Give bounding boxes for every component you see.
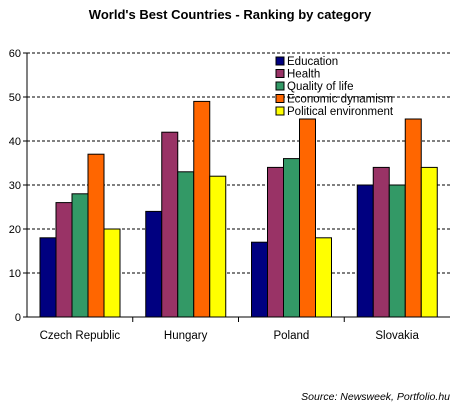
bar-education: [145, 210, 163, 318]
bar-health: [372, 166, 390, 318]
bar-education: [39, 237, 57, 318]
bar-economic-dynamism: [87, 153, 105, 318]
bar-quality-of-life: [177, 171, 195, 318]
legend-label: Political environment: [287, 106, 394, 118]
bar-health: [161, 131, 179, 318]
bar-economic-dynamism: [404, 118, 422, 318]
y-tick-label: 30: [9, 180, 21, 192]
legend-swatch: [275, 56, 285, 66]
y-tick-label: 20: [9, 224, 21, 236]
legend-label: Health: [287, 69, 320, 81]
legend-label: Education: [287, 56, 338, 68]
bar-political-environment: [103, 228, 121, 318]
bar-political-environment: [420, 166, 438, 318]
bar-quality-of-life: [283, 158, 300, 318]
bar-political-environment: [315, 237, 332, 318]
source-note: Source: Newsweek, Portfolio.hu: [301, 391, 450, 403]
legend-label: Economic dynamism: [287, 94, 393, 106]
bar-education: [251, 241, 268, 318]
x-category-label: Hungary: [164, 330, 208, 342]
bar-political-environment: [209, 175, 227, 318]
y-tick-label: 10: [9, 268, 21, 280]
legend-swatch: [275, 81, 285, 91]
x-category-label: Poland: [273, 330, 309, 342]
bar-quality-of-life: [71, 193, 89, 318]
bar-quality-of-life: [388, 184, 406, 318]
bar-health: [267, 166, 284, 318]
x-category-label: Czech Republic: [40, 330, 121, 342]
y-tick-label: 40: [9, 136, 21, 148]
bar-education: [356, 184, 374, 318]
legend-swatch: [275, 94, 285, 103]
y-tick-label: 60: [9, 48, 21, 60]
bar-health: [55, 202, 73, 318]
bar-economic-dynamism: [299, 118, 316, 318]
y-tick-label: 50: [9, 92, 21, 104]
legend-label: Quality of life: [287, 81, 353, 93]
x-category-label: Slovakia: [375, 330, 419, 342]
legend-swatch: [275, 69, 285, 78]
bar-economic-dynamism: [193, 100, 211, 318]
bars: [39, 100, 438, 318]
y-tick-label: 0: [15, 312, 21, 324]
legend-swatch: [275, 106, 285, 116]
chart-title: World's Best Countries - Ranking by cate…: [89, 7, 372, 22]
